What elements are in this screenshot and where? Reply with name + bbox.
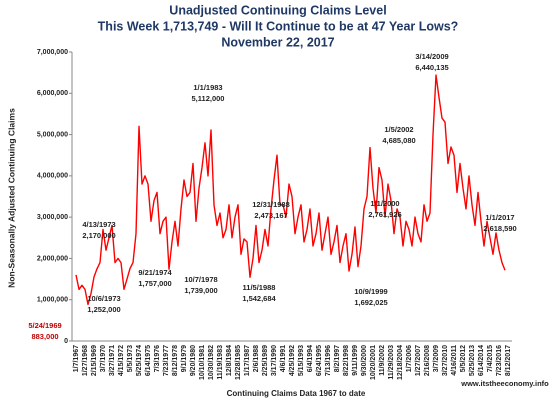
x-tick-label: 3/17/1990 [271, 345, 278, 376]
annotation-value: 883,000 [31, 332, 58, 341]
x-tick-label: 5/25/1974 [136, 345, 143, 376]
x-tick-label: 9/11/1999 [352, 345, 359, 376]
annotation-date: 5/24/1969 [28, 321, 61, 330]
watermark: www.itstheeconomy.info [460, 379, 549, 388]
x-tick-label: 1/7/1967 [73, 345, 80, 372]
x-tick-label: 2/25/1989 [262, 345, 269, 376]
x-axis-label: Continuing Claims Data 1967 to date [227, 389, 366, 398]
chart-subtitle: This Week 1,713,749 - Will It Continue t… [98, 19, 459, 33]
data-line [75, 74, 506, 306]
x-tick-label: 5/15/1993 [298, 345, 305, 376]
x-tick-label: 3/7/2009 [433, 345, 440, 372]
annotation-date: 1/1/2017 [485, 213, 514, 222]
x-tick-label: 12/18/2004 [397, 345, 404, 380]
annotation-value: 2,170,000 [82, 231, 115, 240]
x-tick-label: 7/3/1976 [154, 345, 161, 372]
x-tick-label: 3/27/1971 [109, 345, 116, 376]
x-tick-label: 6/14/2014 [478, 345, 485, 376]
chart-title: Unadjusted Continuing Claims Level [169, 3, 386, 17]
x-tick-label: 5/5/2012 [460, 345, 467, 372]
annotation-date: 1/5/2002 [384, 125, 413, 134]
annotation-date: 1/1/2000 [370, 199, 399, 208]
annotation-value: 4,685,080 [382, 136, 415, 145]
x-tick-label: 4/25/1992 [289, 345, 296, 376]
x-tick-label: 11/9/2002 [379, 345, 386, 376]
x-tick-label: 4/16/2011 [451, 345, 458, 376]
annotation-value: 5,112,000 [192, 94, 225, 103]
annotation-date: 4/13/1973 [82, 220, 115, 229]
x-tick-label: 9/1/1979 [181, 345, 188, 372]
x-tick-label: 1/27/2007 [415, 345, 422, 376]
x-tick-label: 10/30/1982 [208, 345, 215, 380]
x-tick-label: 11/19/1983 [217, 345, 224, 380]
x-tick-label: 9/20/1980 [190, 345, 197, 376]
x-tick-label: 2/15/1969 [91, 345, 98, 376]
x-tick-label: 8/12/1978 [172, 345, 179, 376]
annotation-value: 1,739,000 [184, 286, 217, 295]
x-tick-label: 2/6/1988 [253, 345, 260, 372]
y-tick-label: 4,000,000 [37, 173, 68, 180]
annotation-date: 11/5/1988 [243, 283, 276, 292]
x-tick-label: 10/10/1981 [199, 345, 206, 380]
x-tick-label: 7/4/2015 [487, 345, 494, 372]
x-tick-label: 8/2/1997 [334, 345, 341, 372]
annotation-value: 2,761,926 [368, 210, 401, 219]
x-tick-label: 1/17/1987 [244, 345, 251, 376]
x-tick-label: 7/23/2016 [496, 345, 503, 376]
annotation-value: 2,618,590 [483, 224, 516, 233]
x-tick-label: 4/15/1972 [118, 345, 125, 376]
y-tick-label: 3,000,000 [37, 214, 68, 221]
annotation-date: 10/9/1999 [354, 287, 387, 296]
x-tick-label: 6/4/1994 [307, 345, 314, 372]
annotation-value: 1,252,000 [87, 305, 120, 314]
y-tick-label: 1,000,000 [37, 297, 68, 304]
x-tick-label: 4/6/1991 [280, 345, 287, 372]
x-tick-label: 10/20/2001 [370, 345, 377, 380]
annotation-date: 10/6/1973 [87, 294, 120, 303]
y-tick-label: 5,000,000 [37, 131, 68, 138]
x-tick-label: 3/27/2010 [442, 345, 449, 376]
x-tick-label: 7/23/1977 [163, 345, 170, 376]
x-tick-label: 3/7/1970 [100, 345, 107, 372]
annotation-date: 3/14/2009 [415, 52, 448, 61]
annotation-date: 12/31/1988 [252, 200, 290, 209]
x-tick-label: 5/25/2013 [469, 345, 476, 376]
chart-date: November 22, 2017 [221, 35, 334, 49]
x-tick-label: 5/5/1973 [127, 345, 134, 372]
x-tick-label: 9/30/2000 [361, 345, 368, 376]
x-tick-label: 6/24/1995 [316, 345, 323, 376]
y-tick-label: 7,000,000 [37, 49, 68, 56]
y-tick-label: 2,000,000 [37, 255, 68, 262]
x-tick-label: 1/7/2006 [406, 345, 413, 372]
annotation-value: 1,757,000 [138, 279, 171, 288]
x-tick-label: 11/29/2003 [388, 345, 395, 380]
x-tick-label: 12/28/1985 [235, 345, 242, 380]
x-tick-label: 2/16/2008 [424, 345, 431, 376]
x-tick-label: 8/12/2017 [505, 345, 512, 376]
annotation-date: 9/21/1974 [138, 268, 172, 277]
y-axis-label: Non-Seasonally Adjusted Continuing Claim… [6, 108, 16, 288]
annotation-value: 1,692,025 [354, 298, 387, 307]
annotation-value: 6,440,135 [415, 63, 448, 72]
y-tick-label: 6,000,000 [37, 90, 68, 97]
annotation-date: 10/7/1978 [184, 275, 217, 284]
x-tick-label: 12/8/1984 [226, 345, 233, 376]
annotation-value: 1,542,684 [242, 294, 276, 303]
y-tick-label: 0 [64, 338, 68, 345]
x-tick-label: 7/13/1996 [325, 345, 332, 376]
x-tick-label: 6/14/1975 [145, 345, 152, 376]
x-tick-label: 8/22/1998 [343, 345, 350, 376]
annotation-value: 2,473,167 [254, 211, 287, 220]
annotation-date: 1/1/1983 [193, 83, 222, 92]
x-tick-label: 1/27/1968 [82, 345, 89, 376]
